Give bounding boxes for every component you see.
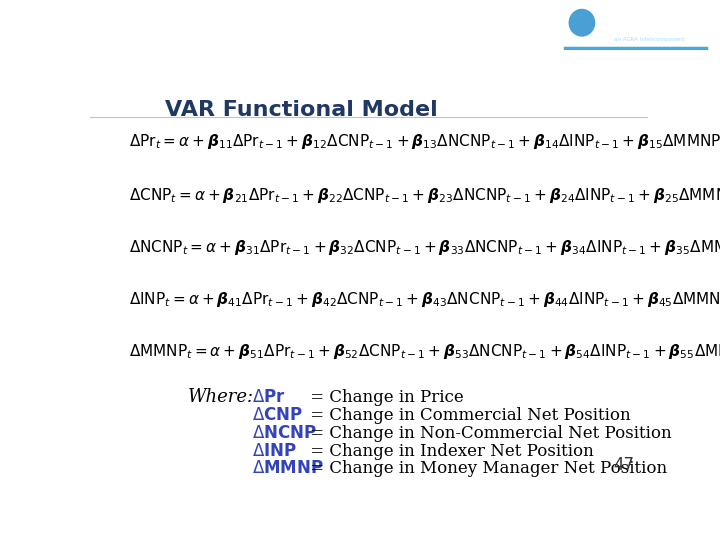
Text: = Change in Price: = Change in Price <box>305 389 464 406</box>
Text: $\Delta \mathrm{MMNP}_t = \alpha + \boldsymbol{\beta}_{51}\Delta \mathrm{Pr}_{t-: $\Delta \mathrm{MMNP}_t = \alpha + \bold… <box>129 342 720 361</box>
Text: $\Delta \mathrm{CNP}_t = \alpha + \boldsymbol{\beta}_{21}\Delta \mathrm{Pr}_{t-1: $\Delta \mathrm{CNP}_t = \alpha + \bolds… <box>129 186 720 205</box>
Text: $\Delta\mathbf{NCNP}$: $\Delta\mathbf{NCNP}$ <box>252 424 317 442</box>
Text: VAR Functional Model: VAR Functional Model <box>166 100 438 120</box>
Text: an AGRA Intelicomponent: an AGRA Intelicomponent <box>614 37 685 42</box>
Text: 47: 47 <box>613 456 634 474</box>
Text: $\Delta \mathrm{Pr}_t = \alpha + \boldsymbol{\beta}_{11}\Delta \mathrm{Pr}_{t-1}: $\Delta \mathrm{Pr}_t = \alpha + \boldsy… <box>129 132 720 151</box>
Text: = Change in Money Manager Net Position: = Change in Money Manager Net Position <box>305 460 667 477</box>
Text: $\Delta\mathbf{MMNP}$: $\Delta\mathbf{MMNP}$ <box>252 459 324 477</box>
Text: Where:: Where: <box>188 388 253 407</box>
Text: = Change in Non-Commercial Net Position: = Change in Non-Commercial Net Position <box>305 424 672 442</box>
Text: $\Delta \mathrm{INP}_t = \alpha + \boldsymbol{\beta}_{41}\Delta \mathrm{Pr}_{t-1: $\Delta \mathrm{INP}_t = \alpha + \bolds… <box>129 290 720 309</box>
Ellipse shape <box>570 10 595 36</box>
Text: = Change in Indexer Net Position: = Change in Indexer Net Position <box>305 443 593 460</box>
Text: $\Delta \mathrm{NCNP}_t = \alpha + \boldsymbol{\beta}_{31}\Delta \mathrm{Pr}_{t-: $\Delta \mathrm{NCNP}_t = \alpha + \bold… <box>129 238 720 257</box>
Text: $\Delta\mathbf{Pr}$: $\Delta\mathbf{Pr}$ <box>252 388 286 407</box>
Text: informa economics: informa economics <box>614 17 711 26</box>
Text: $\Delta\mathbf{CNP}$: $\Delta\mathbf{CNP}$ <box>252 406 303 424</box>
Text: $\Delta\mathbf{INP}$: $\Delta\mathbf{INP}$ <box>252 442 297 460</box>
Text: = Change in Commercial Net Position: = Change in Commercial Net Position <box>305 407 631 424</box>
